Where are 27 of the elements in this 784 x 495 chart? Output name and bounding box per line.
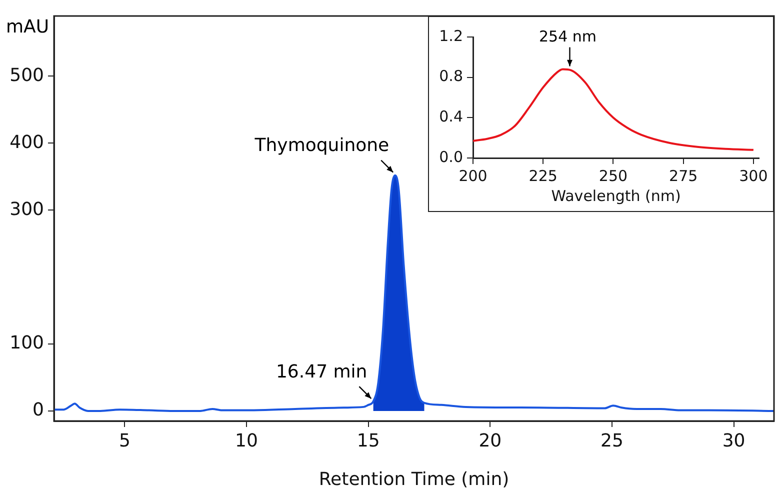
x-tick-label: 200 bbox=[458, 166, 488, 185]
y-tick-label: 500 bbox=[10, 64, 44, 86]
x-axis-title: Retention Time (min) bbox=[318, 468, 510, 490]
x-tick-label: 300 bbox=[739, 166, 768, 185]
x-tick-label: 15 bbox=[356, 430, 380, 452]
y-tick-label: 0.0 bbox=[439, 148, 463, 166]
x-tick-label: 5 bbox=[118, 430, 130, 452]
y-tick-label: 400 bbox=[10, 132, 44, 153]
annotation: 254 nm bbox=[538, 28, 597, 46]
y-tick-label: 300 bbox=[10, 198, 44, 220]
x-tick-label: 25 bbox=[600, 430, 624, 452]
annotation: 16.47 min bbox=[276, 361, 368, 382]
x-tick-label: 275 bbox=[669, 166, 698, 185]
y-tick-label: 100 bbox=[10, 332, 44, 354]
x-tick-label: 10 bbox=[235, 430, 258, 452]
x-tick-label: 250 bbox=[598, 166, 628, 185]
x-tick-label: 30 bbox=[722, 430, 746, 452]
y-tick-label: 0 bbox=[32, 400, 44, 421]
y-axis-title: mAU bbox=[6, 16, 49, 38]
line-series bbox=[473, 68, 754, 151]
x-axis-title: Wavelength (nm) bbox=[551, 186, 681, 205]
y-tick-label: 1.2 bbox=[439, 26, 463, 45]
x-tick-label: 225 bbox=[528, 166, 558, 185]
y-tick-label: 0.8 bbox=[439, 67, 463, 86]
annotation: Thymoquinone bbox=[254, 134, 390, 156]
y-tick-label: 0.4 bbox=[439, 108, 463, 126]
x-tick-label: 20 bbox=[478, 430, 502, 452]
